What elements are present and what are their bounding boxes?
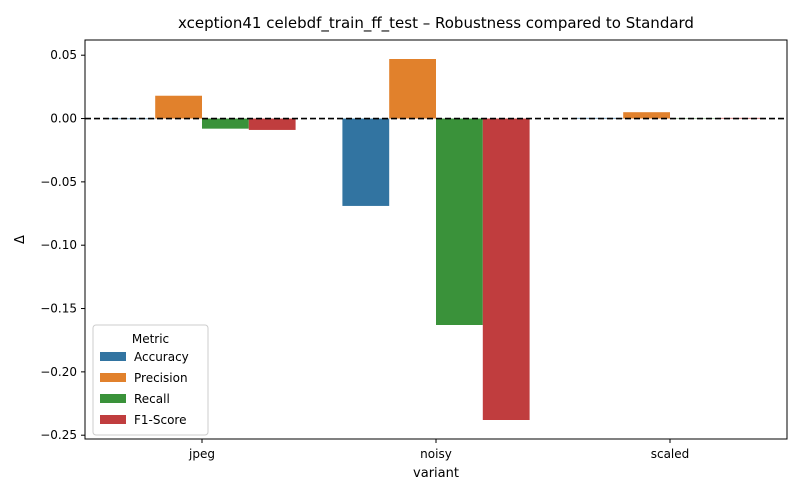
- legend-title: Metric: [132, 332, 169, 346]
- legend-swatch-precision: [100, 373, 126, 382]
- y-tick-label: −0.25: [40, 428, 77, 442]
- legend-label-accuracy: Accuracy: [134, 350, 189, 364]
- legend-swatch-f1-score: [100, 415, 126, 424]
- chart-title: xception41 celebdf_train_ff_test – Robus…: [178, 14, 694, 33]
- x-axis-label: variant: [413, 466, 459, 481]
- y-tick-label: −0.15: [40, 302, 77, 316]
- y-tick-label: −0.05: [40, 175, 77, 189]
- legend: Metric Accuracy Precision Recall F1-Score: [92, 324, 209, 436]
- bar-precision-jpeg: [155, 95, 202, 119]
- legend-label-f1-score: F1-Score: [134, 413, 186, 427]
- bar-precision-scaled: [623, 112, 670, 119]
- y-tick-label: −0.20: [40, 365, 77, 379]
- bar-f1-score-jpeg: [248, 118, 296, 130]
- bar-f1-score-scaled: [716, 117, 764, 119]
- bar-accuracy-noisy: [342, 118, 390, 206]
- bar-f1-score-noisy: [482, 118, 530, 421]
- legend-swatch-recall: [100, 394, 126, 403]
- x-axis: jpeg noisy scaled: [188, 439, 689, 461]
- y-axis-label: Δ: [13, 235, 28, 244]
- y-axis: 0.05 0.00 −0.05 −0.10 −0.15 −0.20 −0.25: [40, 48, 85, 442]
- x-tick-label: noisy: [420, 447, 452, 461]
- legend-swatch-accuracy: [100, 352, 126, 361]
- legend-label-precision: Precision: [134, 371, 188, 385]
- legend-label-recall: Recall: [134, 392, 170, 406]
- x-tick-label: scaled: [651, 447, 690, 461]
- bar-precision-noisy: [389, 59, 436, 119]
- plot-area: [84, 39, 788, 440]
- bar-recall-jpeg: [202, 118, 249, 129]
- x-tick-label: jpeg: [188, 447, 215, 461]
- y-tick-label: 0.00: [50, 112, 77, 126]
- y-tick-label: 0.05: [50, 48, 77, 62]
- y-tick-label: −0.10: [40, 238, 77, 252]
- bar-recall-noisy: [436, 118, 483, 326]
